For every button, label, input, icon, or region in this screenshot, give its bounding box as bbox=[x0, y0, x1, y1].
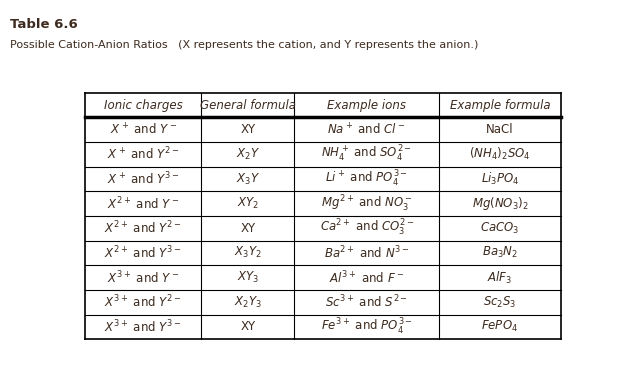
Text: $X^+$ and $Y^{3-}$: $X^+$ and $Y^{3-}$ bbox=[107, 171, 179, 187]
Text: $X^{3+}$ and $Y^-$: $X^{3+}$ and $Y^-$ bbox=[107, 269, 179, 286]
Text: $Li^+$ and $PO_4^{3-}$: $Li^+$ and $PO_4^{3-}$ bbox=[325, 169, 408, 189]
Text: $Ba_3N_2$: $Ba_3N_2$ bbox=[482, 245, 518, 260]
Text: General formula: General formula bbox=[200, 99, 296, 112]
Text: $X^+$ and $Y^-$: $X^+$ and $Y^-$ bbox=[109, 122, 177, 137]
Text: NaCl: NaCl bbox=[486, 123, 514, 136]
Text: $CaCO_3$: $CaCO_3$ bbox=[481, 221, 520, 236]
Text: Table 6.6: Table 6.6 bbox=[10, 18, 78, 31]
Text: XY: XY bbox=[240, 320, 255, 333]
Text: $X_3Y_2$: $X_3Y_2$ bbox=[234, 245, 262, 260]
Text: Possible Cation-Anion Ratios   (X represents the cation, and Y represents the an: Possible Cation-Anion Ratios (X represen… bbox=[10, 40, 479, 50]
Text: $Sc^{3+}$ and $S^{2-}$: $Sc^{3+}$ and $S^{2-}$ bbox=[325, 294, 408, 310]
Text: $Li_3PO_4$: $Li_3PO_4$ bbox=[481, 171, 520, 187]
Text: $X_3Y$: $X_3Y$ bbox=[236, 171, 260, 187]
Text: $Mg(NO_3)_2$: $Mg(NO_3)_2$ bbox=[472, 195, 528, 212]
Text: $X^{2+}$ and $Y^{2-}$: $X^{2+}$ and $Y^{2-}$ bbox=[104, 220, 182, 237]
Text: $XY_3$: $XY_3$ bbox=[237, 270, 259, 285]
Text: $X^{3+}$ and $Y^{2-}$: $X^{3+}$ and $Y^{2-}$ bbox=[104, 294, 182, 310]
Text: $X^{3+}$ and $Y^{3-}$: $X^{3+}$ and $Y^{3-}$ bbox=[104, 319, 182, 335]
Text: $FePO_4$: $FePO_4$ bbox=[481, 319, 518, 334]
Text: $XY_2$: $XY_2$ bbox=[237, 196, 259, 211]
Text: $Sc_2S_3$: $Sc_2S_3$ bbox=[483, 294, 517, 310]
Text: Example formula: Example formula bbox=[450, 99, 550, 112]
Text: $Al^{3+}$ and $F^-$: $Al^{3+}$ and $F^-$ bbox=[329, 269, 404, 286]
Text: $X^{2+}$ and $Y^-$: $X^{2+}$ and $Y^-$ bbox=[107, 195, 179, 212]
Text: $Ca^{2+}$ and $CO_3^{2-}$: $Ca^{2+}$ and $CO_3^{2-}$ bbox=[320, 218, 414, 238]
Text: Ionic charges: Ionic charges bbox=[104, 99, 182, 112]
Text: $Na^+$ and $Cl^-$: $Na^+$ and $Cl^-$ bbox=[328, 122, 406, 137]
Text: $Ba^{2+}$ and $N^{3-}$: $Ba^{2+}$ and $N^{3-}$ bbox=[324, 244, 409, 261]
Text: $Mg^{2+}$ and $NO_3^-$: $Mg^{2+}$ and $NO_3^-$ bbox=[321, 194, 413, 214]
Text: $X^{2+}$ and $Y^{3-}$: $X^{2+}$ and $Y^{3-}$ bbox=[104, 244, 182, 261]
Text: $X^+$ and $Y^{2-}$: $X^+$ and $Y^{2-}$ bbox=[107, 146, 179, 163]
Text: XY: XY bbox=[240, 222, 255, 235]
Text: $(NH_4)_2SO_4$: $(NH_4)_2SO_4$ bbox=[469, 146, 531, 163]
Text: $X_2Y_3$: $X_2Y_3$ bbox=[234, 294, 262, 310]
Text: XY: XY bbox=[240, 123, 255, 136]
Text: Example ions: Example ions bbox=[327, 99, 406, 112]
Text: $NH_4^+$ and $SO_4^{2-}$: $NH_4^+$ and $SO_4^{2-}$ bbox=[321, 144, 412, 165]
Text: $Fe^{3+}$ and $PO_4^{3-}$: $Fe^{3+}$ and $PO_4^{3-}$ bbox=[321, 317, 413, 337]
Text: $AlF_3$: $AlF_3$ bbox=[487, 270, 513, 286]
Text: $X_2Y$: $X_2Y$ bbox=[236, 147, 260, 162]
